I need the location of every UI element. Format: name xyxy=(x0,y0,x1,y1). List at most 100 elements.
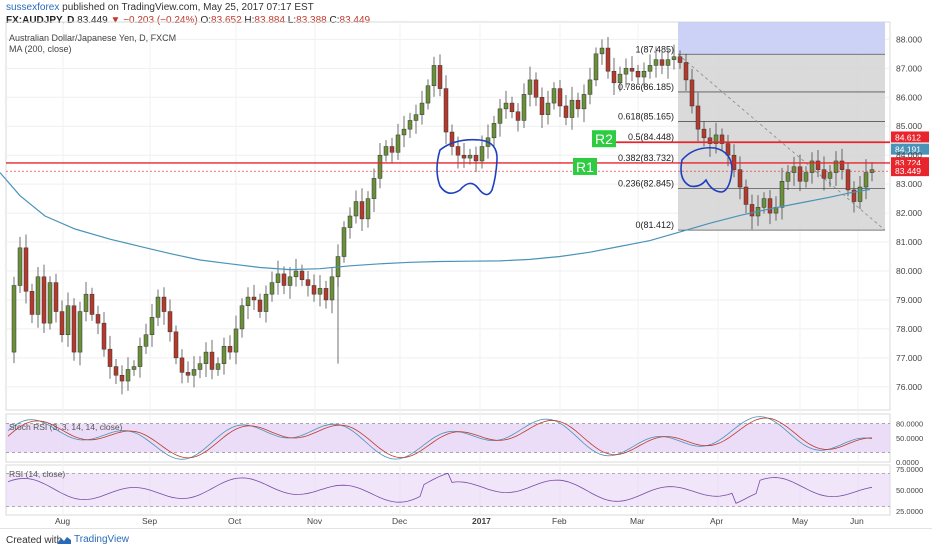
symbol-ticker: FX:AUDJPY, D xyxy=(6,15,75,26)
candle-body xyxy=(293,270,299,278)
candle-body xyxy=(749,204,755,217)
time-tick-label: Feb xyxy=(552,516,567,526)
fib-level-label: 0.786(86.185) xyxy=(618,82,674,92)
candle-body xyxy=(833,160,839,173)
fib-level-label: 0.236(82.845) xyxy=(618,179,674,189)
time-tick-label: Dec xyxy=(392,516,408,526)
candle-body xyxy=(539,97,545,115)
candle-body xyxy=(665,59,671,66)
candle-body xyxy=(215,363,221,370)
candle-body xyxy=(683,62,689,81)
r2-label: R2 xyxy=(595,131,613,147)
time-tick-label: Apr xyxy=(710,516,723,526)
candle-body xyxy=(11,285,17,353)
candle-body xyxy=(623,68,629,75)
stoch-k-line xyxy=(7,416,873,460)
candle-body xyxy=(359,201,365,220)
candle-body xyxy=(413,114,419,121)
price-tag-box xyxy=(891,165,929,177)
candle-body xyxy=(497,108,503,124)
candle-body xyxy=(827,172,833,179)
candle-body xyxy=(113,366,119,376)
time-tick-label: Mar xyxy=(630,516,645,526)
price-tick-label: 80.000 xyxy=(896,266,922,276)
open-value: 83.652 xyxy=(211,15,242,26)
candle-body xyxy=(173,331,179,359)
candle-body xyxy=(389,146,395,153)
close-label: C: xyxy=(329,15,340,26)
candle-body xyxy=(857,186,863,202)
candle-body xyxy=(449,131,455,147)
price-tick-label: 76.000 xyxy=(896,382,922,392)
candle-body xyxy=(701,128,707,139)
candle-body xyxy=(641,70,647,78)
candle-body xyxy=(821,169,827,179)
fib-level-label: 0.5(84.448) xyxy=(628,132,674,142)
candle-body xyxy=(599,47,605,55)
candle-body xyxy=(263,293,269,312)
candle-body xyxy=(851,189,857,202)
candle-body xyxy=(245,296,251,307)
candle-body xyxy=(47,282,53,324)
time-tick-label: Aug xyxy=(55,516,70,526)
candle-body xyxy=(377,154,383,179)
candle-body xyxy=(95,314,101,324)
stoch-tick-label: 0.0000 xyxy=(896,458,919,467)
candle-body xyxy=(761,198,767,208)
candle-body xyxy=(395,134,401,153)
price-tick-label: 79.000 xyxy=(896,295,922,305)
candle-body xyxy=(521,94,527,121)
candle-body xyxy=(437,65,443,89)
price-tag-label: 84.191 xyxy=(895,145,921,155)
candle-body xyxy=(107,348,113,367)
candle-body xyxy=(71,305,77,353)
candle-body xyxy=(737,169,743,188)
candle-body xyxy=(587,79,593,95)
candle-body xyxy=(383,146,389,156)
candle-body xyxy=(329,276,335,301)
candle-body xyxy=(431,65,437,86)
candle-body xyxy=(647,65,653,72)
candle-body xyxy=(635,70,641,78)
publish-header: sussexforex published on TradingView.com… xyxy=(6,2,314,13)
close-value: 83.449 xyxy=(339,15,371,26)
time-tick-label: Sep xyxy=(142,516,157,526)
candle-body xyxy=(17,247,23,286)
candle-body xyxy=(149,317,155,335)
price-tick-label: 84.000 xyxy=(896,150,922,160)
candle-body xyxy=(509,102,515,113)
high-value: 83.884 xyxy=(254,15,286,26)
candle-body xyxy=(221,346,227,364)
time-tick-label: 2017 xyxy=(472,516,491,526)
candle-body xyxy=(275,273,281,283)
chart-canvas[interactable]: 1(87.485) 0.786(86.185) 0.618(85.165) 0.5(8… xyxy=(0,0,932,528)
candle-body xyxy=(341,227,347,257)
candle-body xyxy=(473,154,479,162)
fib-level-label: 0.382(83.732) xyxy=(618,153,674,163)
price-tag-label: 83.449 xyxy=(895,166,921,176)
fib-extension-area xyxy=(678,22,885,55)
time-tick-label: Jun xyxy=(850,516,864,526)
author-link[interactable]: sussexforex xyxy=(6,2,60,13)
candle-body xyxy=(347,215,353,228)
candle-body xyxy=(845,169,851,191)
candle-body xyxy=(137,346,143,367)
candle-body xyxy=(161,296,167,312)
candle-body xyxy=(35,276,41,315)
candle-body xyxy=(491,123,497,139)
publish-info: published on TradingView.com, May 25, 20… xyxy=(62,2,314,13)
symbol-header: FX:AUDJPY, D 83.449 ▼ −0.203 (−0.24%) O:… xyxy=(6,15,370,26)
candle-body xyxy=(251,296,257,301)
tradingview-brand[interactable]: TradingView xyxy=(74,534,130,545)
candle-body xyxy=(593,53,599,81)
price-tick-label: 86.000 xyxy=(896,92,922,102)
candle-body xyxy=(779,181,785,208)
candle-body xyxy=(311,285,317,295)
open-label: O: xyxy=(200,15,212,26)
footer: Created with TradingView xyxy=(0,528,932,551)
price-tick-label: 78.000 xyxy=(896,324,922,334)
fib-level-label: 0(81.412) xyxy=(635,220,674,230)
price-tag-box xyxy=(891,131,929,143)
candle-body xyxy=(581,94,587,110)
price-tick-label: 83.000 xyxy=(896,179,922,189)
